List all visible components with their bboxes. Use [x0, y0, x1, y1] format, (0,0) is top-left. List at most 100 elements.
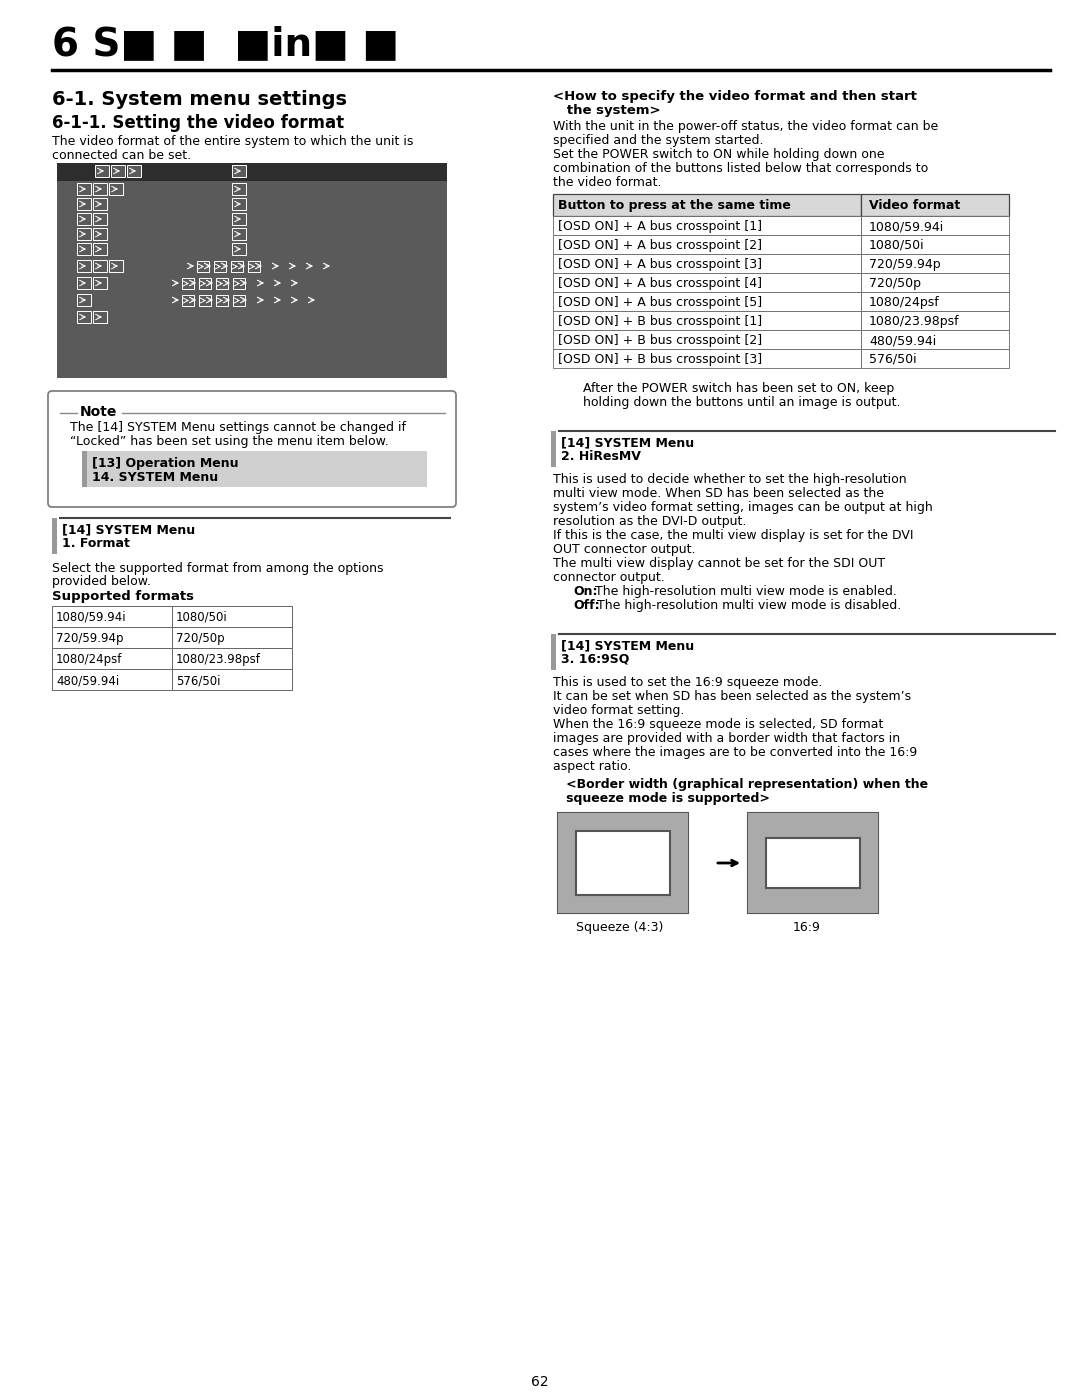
Text: resolution as the DVI-D output.: resolution as the DVI-D output. — [553, 515, 746, 528]
Text: squeeze mode is supported>: squeeze mode is supported> — [553, 792, 770, 805]
Bar — [216, 295, 228, 306]
Bar — [77, 183, 91, 196]
Bar — [748, 813, 878, 838]
Text: 1. Format: 1. Format — [62, 536, 130, 550]
Bar — [77, 228, 91, 240]
Bar — [232, 243, 246, 256]
Bar — [172, 627, 292, 648]
Bar — [576, 831, 670, 895]
Bar — [748, 813, 766, 914]
Bar — [52, 518, 57, 555]
Bar — [93, 212, 107, 225]
Text: The video format of the entire system to which the unit is: The video format of the entire system to… — [52, 136, 414, 148]
Text: 3. 16:9SQ: 3. 16:9SQ — [561, 652, 630, 666]
Bar — [77, 212, 91, 225]
Text: “Locked” has been set using the menu item below.: “Locked” has been set using the menu ite… — [70, 434, 389, 448]
Bar — [197, 261, 210, 272]
Bar — [576, 831, 670, 895]
Bar — [558, 813, 688, 831]
Text: OUT connector output.: OUT connector output. — [553, 543, 696, 556]
Text: [OSD ON] + B bus crosspoint [3]: [OSD ON] + B bus crosspoint [3] — [558, 353, 762, 366]
Bar — [77, 293, 91, 306]
Text: 1080/23.98psf: 1080/23.98psf — [869, 314, 960, 328]
Text: [13] Operation Menu: [13] Operation Menu — [92, 457, 239, 469]
Text: The high-resolution multi view mode is disabled.: The high-resolution multi view mode is d… — [597, 599, 901, 612]
Bar — [748, 888, 878, 914]
Text: 480/59.94i: 480/59.94i — [56, 673, 119, 687]
Bar — [57, 163, 447, 182]
Bar — [52, 669, 172, 690]
Bar — [93, 228, 107, 240]
Bar — [558, 895, 688, 914]
Text: [14] SYSTEM Menu: [14] SYSTEM Menu — [561, 436, 694, 448]
Text: connector output.: connector output. — [553, 571, 665, 584]
Text: This is used to set the 16:9 squeeze mode.: This is used to set the 16:9 squeeze mod… — [553, 676, 822, 689]
Text: 6 S■ ■  ■in■ ■: 6 S■ ■ ■in■ ■ — [52, 25, 400, 63]
Bar — [861, 349, 1009, 367]
Text: [OSD ON] + A bus crosspoint [1]: [OSD ON] + A bus crosspoint [1] — [558, 219, 762, 233]
Bar — [553, 235, 861, 254]
Bar — [57, 163, 447, 379]
Bar — [232, 228, 246, 240]
Bar — [95, 165, 109, 177]
Bar — [77, 312, 91, 323]
Bar — [172, 669, 292, 690]
Text: This is used to decide whether to set the high-resolution: This is used to decide whether to set th… — [553, 474, 906, 486]
Text: 576/50i: 576/50i — [176, 673, 220, 687]
Text: 1080/59.94i: 1080/59.94i — [869, 219, 944, 233]
Text: The [14] SYSTEM Menu settings cannot be changed if: The [14] SYSTEM Menu settings cannot be … — [70, 420, 406, 434]
Bar — [748, 813, 878, 914]
Bar — [52, 606, 172, 627]
Text: 6-1. System menu settings: 6-1. System menu settings — [52, 89, 347, 109]
Text: If this is the case, the multi view display is set for the DVI: If this is the case, the multi view disp… — [553, 529, 914, 542]
Text: 720/59.94p: 720/59.94p — [869, 258, 941, 271]
Text: Set the POWER switch to ON while holding down one: Set the POWER switch to ON while holding… — [553, 148, 885, 161]
Bar — [109, 183, 123, 196]
Bar — [127, 165, 141, 177]
Bar — [111, 165, 125, 177]
Text: aspect ratio.: aspect ratio. — [553, 760, 632, 773]
Bar — [52, 648, 172, 669]
Bar — [93, 312, 107, 323]
Bar — [551, 432, 556, 467]
Bar — [861, 330, 1009, 349]
Text: Squeeze (4:3): Squeeze (4:3) — [576, 921, 663, 935]
Bar — [553, 330, 861, 349]
Bar — [93, 277, 107, 289]
Text: combination of the buttons listed below that corresponds to: combination of the buttons listed below … — [553, 162, 928, 175]
Text: 14. SYSTEM Menu: 14. SYSTEM Menu — [92, 471, 218, 483]
Bar — [233, 278, 245, 289]
Text: 2. HiResMV: 2. HiResMV — [561, 450, 640, 462]
Text: Off:: Off: — [573, 599, 599, 612]
Bar — [861, 194, 1009, 217]
Bar — [232, 183, 246, 196]
Text: provided below.: provided below. — [52, 576, 151, 588]
Text: 1080/50i: 1080/50i — [869, 239, 924, 251]
Text: 576/50i: 576/50i — [869, 353, 917, 366]
Text: [OSD ON] + A bus crosspoint [4]: [OSD ON] + A bus crosspoint [4] — [558, 277, 762, 291]
Bar — [766, 838, 860, 888]
Text: <How to specify the video format and then start: <How to specify the video format and the… — [553, 89, 917, 103]
Bar — [172, 606, 292, 627]
Bar — [233, 295, 245, 306]
Bar — [558, 813, 688, 914]
Bar — [77, 243, 91, 256]
Text: When the 16:9 squeeze mode is selected, SD format: When the 16:9 squeeze mode is selected, … — [553, 718, 883, 731]
Text: video format setting.: video format setting. — [553, 704, 685, 717]
Bar — [232, 198, 246, 210]
Text: <Border width (graphical representation) when the: <Border width (graphical representation)… — [553, 778, 928, 791]
Text: [OSD ON] + A bus crosspoint [2]: [OSD ON] + A bus crosspoint [2] — [558, 239, 762, 251]
Text: 1080/50i: 1080/50i — [176, 610, 228, 624]
Text: multi view mode. When SD has been selected as the: multi view mode. When SD has been select… — [553, 488, 885, 500]
Bar — [183, 295, 194, 306]
Text: [OSD ON] + B bus crosspoint [2]: [OSD ON] + B bus crosspoint [2] — [558, 334, 762, 346]
Bar — [231, 261, 243, 272]
Text: Video format: Video format — [869, 198, 960, 212]
Text: 720/59.94p: 720/59.94p — [56, 631, 123, 645]
Text: With the unit in the power-off status, the video format can be: With the unit in the power-off status, t… — [553, 120, 939, 133]
Text: [OSD ON] + A bus crosspoint [3]: [OSD ON] + A bus crosspoint [3] — [558, 258, 762, 271]
Text: [OSD ON] + A bus crosspoint [5]: [OSD ON] + A bus crosspoint [5] — [558, 296, 762, 309]
Text: On:: On: — [573, 585, 597, 598]
Text: connected can be set.: connected can be set. — [52, 149, 191, 162]
Bar — [553, 194, 861, 217]
